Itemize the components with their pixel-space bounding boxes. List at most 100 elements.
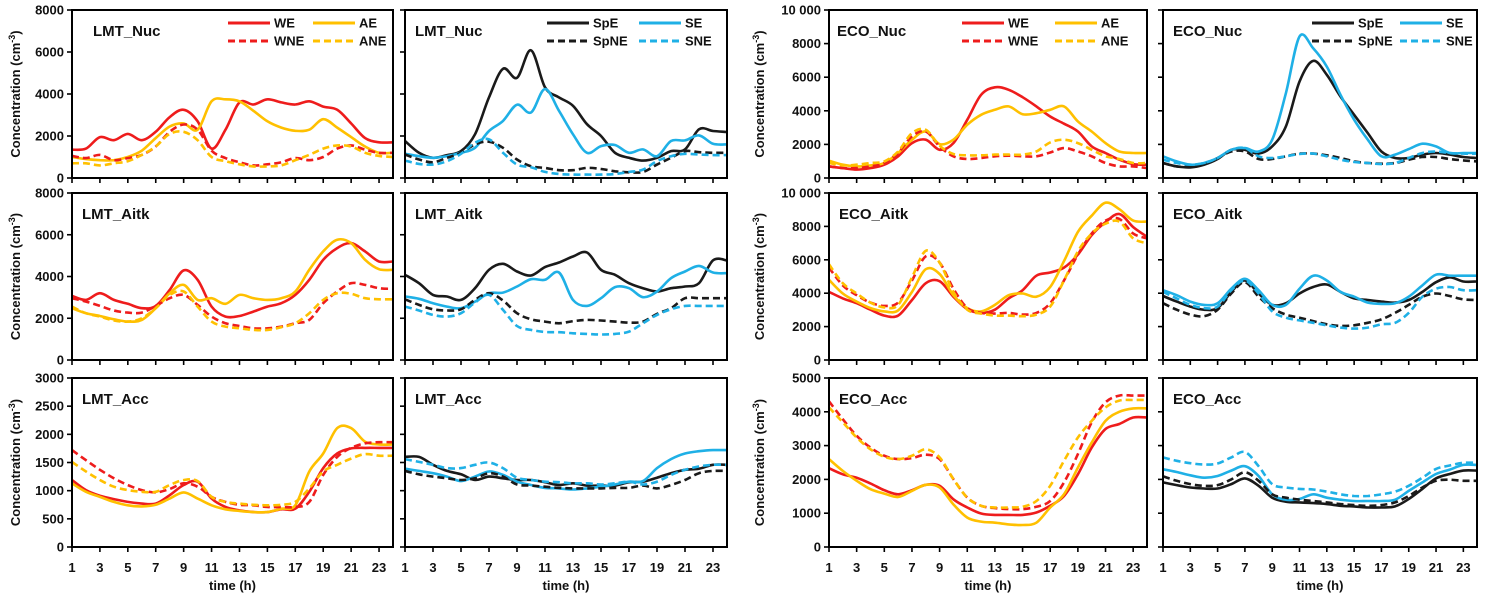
panel-title: ECO_Aitk	[1173, 206, 1243, 223]
panel-title: ECO_Acc	[1173, 391, 1241, 408]
x-tick-label: 15	[260, 560, 274, 575]
y-tick-label: 6000	[792, 252, 821, 267]
y-axis-title-text: Concentration (cm	[752, 43, 767, 158]
series-line-we	[828, 415, 1148, 517]
panel-eco-nuc-winter-autumn: 0 2000 4000 6000 8000 10 000 ECO_Nuc WE AE WNE ANE	[781, 3, 1148, 186]
y-axis-title-text: Concentration (cm	[8, 225, 23, 340]
series-line-se	[1162, 272, 1477, 309]
series-line-ae	[71, 97, 394, 162]
panel-title: ECO_Acc	[839, 391, 907, 408]
x-tick-label: 19	[316, 560, 330, 575]
panel-eco-nuc-spring-summer: ECO_Nuc SpE SE SpNE SNE	[1158, 9, 1478, 183]
x-tick-label: 11	[538, 560, 552, 575]
panel-eco-aitk-winter-autumn: 0 2000 4000 6000 8000 10 000 ECO_Aitk	[781, 186, 1148, 368]
y-tick-label: 8000	[792, 36, 821, 51]
series-line-spne	[1162, 471, 1478, 508]
y-tick-label: 0	[57, 171, 64, 186]
x-tick-label: 11	[1293, 560, 1307, 575]
y-tick-label: 10 000	[781, 3, 821, 18]
y-tick-label: 4000	[792, 103, 821, 118]
series-line-wne	[71, 123, 394, 167]
series-line-we	[71, 97, 394, 152]
x-axis-title: time (h)	[543, 578, 590, 593]
series-line-sne	[1162, 279, 1478, 330]
series-line-ane	[71, 130, 394, 168]
y-tick-label: 1000	[35, 483, 64, 498]
series-line-ae	[828, 104, 1148, 168]
x-tick-label: 17	[288, 560, 302, 575]
x-tick-label: 3	[1187, 560, 1194, 575]
y-tick-label: 1500	[35, 455, 64, 470]
panel-title: ECO_Nuc	[1173, 23, 1242, 40]
series-line-we	[828, 212, 1148, 319]
legend-label: SE	[685, 16, 703, 31]
y-tick-label: 4000	[35, 269, 64, 284]
plot-frame	[1162, 192, 1478, 361]
x-tick-label: 21	[1098, 560, 1112, 575]
y-tick-label: 0	[814, 540, 821, 555]
panel-lmt-nuc-spring-summer: LMT_Nuc SpE SE SpNE SNE	[400, 9, 728, 183]
y-tick-label: 2000	[35, 129, 64, 144]
x-tick-label: 13	[232, 560, 246, 575]
x-axis-title: time (h)	[209, 578, 256, 593]
y-axis-title-end: )	[8, 30, 23, 34]
plot-frame	[828, 377, 1148, 548]
x-tick-label: 15	[1015, 560, 1029, 575]
legend-label: WE	[1008, 16, 1029, 31]
legend: SpE SE SpNE SNE	[1312, 16, 1473, 49]
legend-label: WNE	[274, 34, 305, 49]
y-tick-label: 8000	[35, 3, 64, 18]
x-tick-label: 23	[1456, 560, 1470, 575]
series-line-ae	[71, 424, 394, 514]
x-tick-label: 11	[205, 560, 219, 575]
y-tick-label: 4000	[792, 286, 821, 301]
y-axis-title-superscript: -3	[751, 35, 761, 43]
plot-frame	[828, 9, 1148, 179]
x-tick-label: 1	[68, 560, 75, 575]
x-tick-label: 19	[1071, 560, 1085, 575]
y-tick-label: 1000	[792, 506, 821, 521]
series-line-wne	[827, 393, 1147, 511]
y-axis-title: Concentration (cm-3)	[751, 30, 767, 157]
plot-frame	[404, 192, 728, 361]
series-line-spe	[404, 250, 728, 302]
y-axis-title-end: )	[8, 399, 23, 403]
x-tick-label: 21	[1429, 560, 1443, 575]
y-tick-label: 8000	[792, 219, 821, 234]
panel-title: LMT_Acc	[82, 391, 149, 408]
series-line-ane	[71, 452, 394, 507]
x-tick-label: 9	[180, 560, 187, 575]
series-line-spne	[1162, 280, 1478, 328]
x-tick-label: 19	[1402, 560, 1416, 575]
x-tick-label: 13	[566, 560, 580, 575]
y-axis-title: Concentration (cm-3)	[7, 213, 23, 340]
x-tick-label: 3	[429, 560, 436, 575]
x-tick-label: 5	[881, 560, 888, 575]
y-tick-label: 2000	[35, 311, 64, 326]
series-line-spne	[404, 291, 727, 325]
y-axis-title-text: Concentration (cm	[752, 225, 767, 340]
panel-title: LMT_Aitk	[82, 206, 150, 223]
x-tick-label: 13	[1320, 560, 1334, 575]
y-tick-label: 0	[814, 171, 821, 186]
y-axis-title-end: )	[752, 213, 767, 217]
y-axis-title-end: )	[752, 30, 767, 34]
y-tick-label: 0	[57, 353, 64, 368]
plot-frame	[404, 9, 728, 179]
series-line-sne	[1162, 450, 1478, 498]
x-tick-label: 5	[124, 560, 131, 575]
x-tick-label: 3	[96, 560, 103, 575]
y-tick-label: 2500	[35, 399, 64, 414]
x-tick-label: 15	[594, 560, 608, 575]
plot-frame	[71, 192, 394, 361]
series-line-spe	[404, 48, 728, 162]
series-line-wne	[71, 281, 394, 330]
x-tick-label: 5	[1214, 560, 1221, 575]
y-tick-label: 6000	[35, 227, 64, 242]
series-line-we	[828, 85, 1148, 171]
y-axis-title-end: )	[752, 399, 767, 403]
series-line-wne	[827, 216, 1148, 316]
